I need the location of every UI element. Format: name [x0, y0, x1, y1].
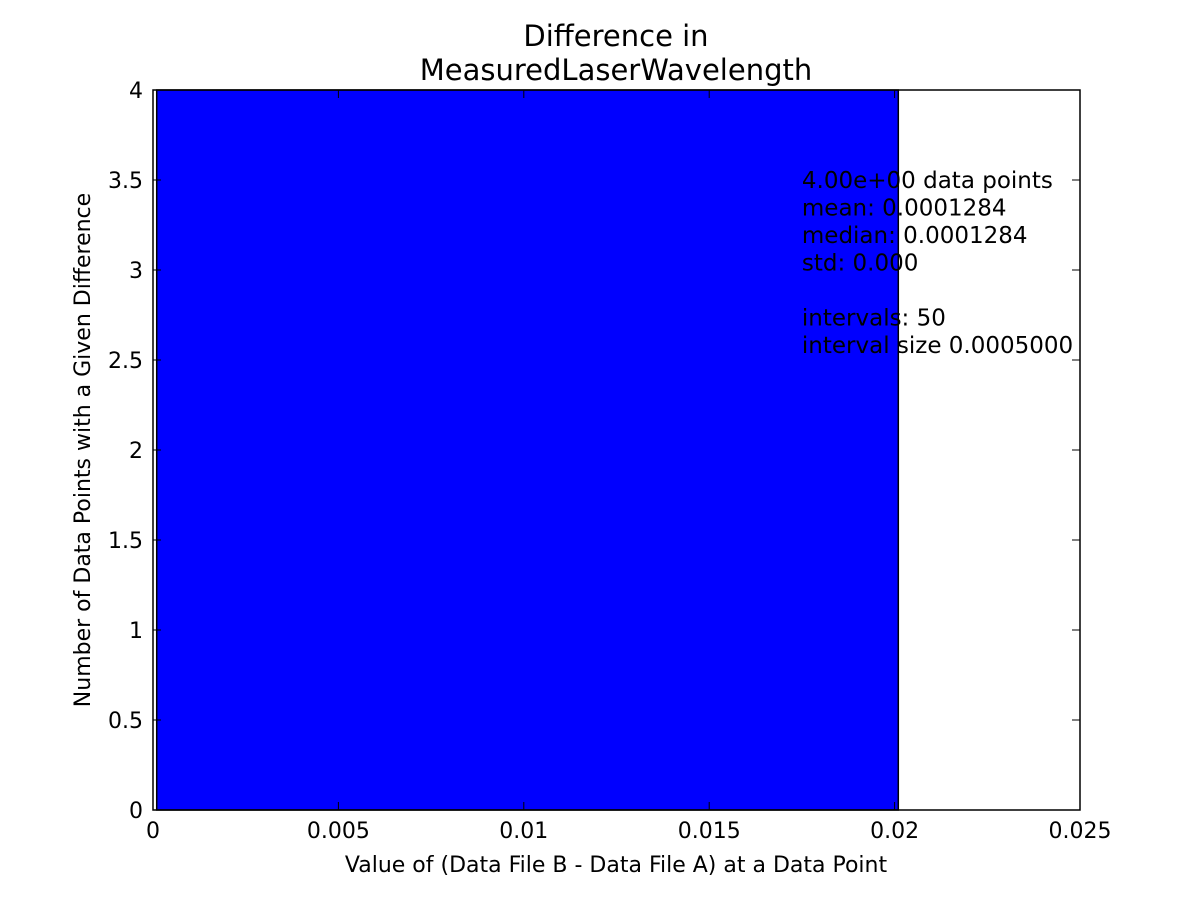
y-tick-label-1: 0.5 [108, 709, 143, 734]
stats-line-2: median: 0.0001284 [802, 223, 1028, 249]
x-tick-label-2: 0.01 [499, 819, 548, 844]
x-tick-label-1: 0.005 [307, 819, 370, 844]
y-tick-label-0: 0 [129, 799, 143, 824]
ticks-layer [152, 89, 1081, 811]
x-tick-label-3: 0.015 [678, 819, 741, 844]
y-tick-label-5: 2.5 [108, 349, 143, 374]
y-tick-label-4: 2 [129, 439, 143, 464]
x-tick-label-5: 0.025 [1049, 819, 1112, 844]
bars-layer [155, 89, 900, 811]
histogram-bar-0 [155, 89, 900, 811]
chart-title-line-1: Difference in [523, 19, 708, 53]
stats-line-0: 4.00e+00 data points [802, 168, 1053, 194]
x-axis-label: Value of (Data File B - Data File A) at … [345, 853, 888, 878]
x-tick-label-4: 0.02 [870, 819, 919, 844]
y-axis-label: Number of Data Points with a Given Diffe… [71, 193, 96, 707]
stats-line-6: interval size 0.0005000 [802, 333, 1073, 359]
y-tick-label-7: 3.5 [108, 169, 143, 194]
y-tick-label-6: 3 [129, 259, 143, 284]
stats-line-5: intervals: 50 [802, 306, 946, 332]
y-tick-label-2: 1 [129, 619, 143, 644]
stats-line-3: std: 0.000 [802, 251, 919, 277]
chart-title-line-2: MeasuredLaserWavelength [420, 53, 813, 87]
x-tick-label-0: 0 [146, 819, 160, 844]
stats-line-1: mean: 0.0001284 [802, 196, 1007, 222]
tick-labels-layer: 0 0.005 0.01 0.015 0.02 0.025 0 0.5 1 1.5 2 2.5 3 3.5… [108, 79, 1111, 844]
y-tick-label-3: 1.5 [108, 529, 143, 554]
y-tick-label-8: 4 [129, 79, 143, 104]
